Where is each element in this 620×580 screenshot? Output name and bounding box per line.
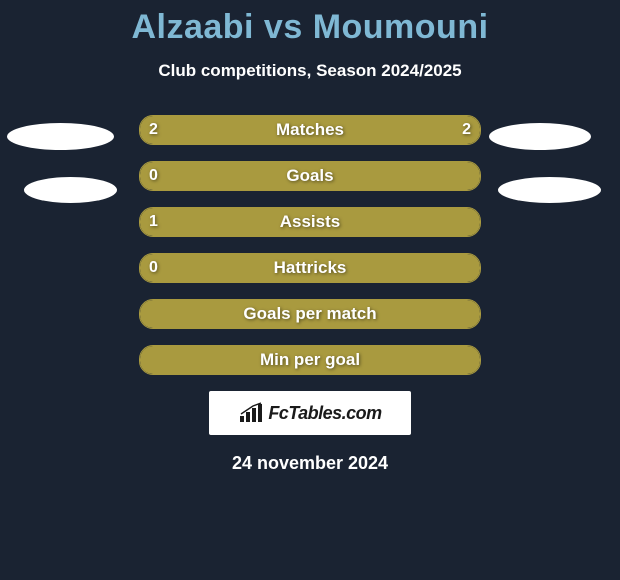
stat-value-left: 0 bbox=[149, 161, 158, 191]
page-title: Alzaabi vs Moumouni bbox=[0, 0, 620, 47]
decorative-ellipse bbox=[7, 123, 114, 150]
stat-value-left: 1 bbox=[149, 207, 158, 237]
stat-row: Hattricks0 bbox=[139, 253, 481, 283]
stat-row: Goals0 bbox=[139, 161, 481, 191]
stat-row: Goals per match bbox=[139, 299, 481, 329]
stat-bar-track bbox=[139, 207, 481, 237]
stat-row: Min per goal bbox=[139, 345, 481, 375]
date-text: 24 november 2024 bbox=[0, 453, 620, 474]
stat-bar-track bbox=[139, 253, 481, 283]
stat-row: Assists1 bbox=[139, 207, 481, 237]
logo-text: FcTables.com bbox=[268, 403, 381, 424]
stat-bar-track bbox=[139, 345, 481, 375]
stat-bar-fill bbox=[140, 346, 480, 374]
stat-bar-track bbox=[139, 161, 481, 191]
chart-icon bbox=[238, 402, 264, 424]
stat-row: Matches22 bbox=[139, 115, 481, 145]
decorative-ellipse bbox=[24, 177, 117, 203]
stat-bar-track bbox=[139, 299, 481, 329]
stat-bar-fill bbox=[140, 254, 480, 282]
decorative-ellipse bbox=[489, 123, 591, 150]
stats-container: Matches22Goals0Assists1Hattricks0Goals p… bbox=[0, 115, 620, 375]
subtitle: Club competitions, Season 2024/2025 bbox=[0, 61, 620, 81]
stat-bar-fill-right bbox=[310, 116, 480, 144]
stat-value-left: 2 bbox=[149, 115, 158, 145]
stat-bar-track bbox=[139, 115, 481, 145]
logo-box: FcTables.com bbox=[209, 391, 411, 435]
stat-bar-fill bbox=[140, 208, 480, 236]
stat-bar-fill-left bbox=[140, 116, 310, 144]
stat-value-right: 2 bbox=[462, 115, 471, 145]
stat-bar-fill bbox=[140, 162, 480, 190]
stat-value-left: 0 bbox=[149, 253, 158, 283]
stat-bar-fill bbox=[140, 300, 480, 328]
decorative-ellipse bbox=[498, 177, 601, 203]
